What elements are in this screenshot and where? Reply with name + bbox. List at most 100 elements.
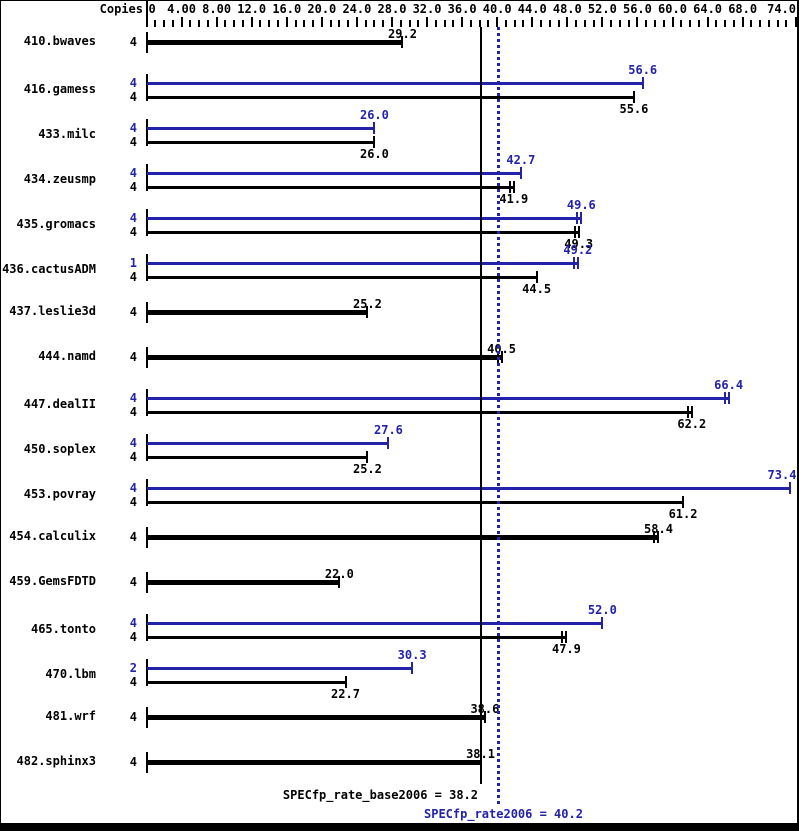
axis-tick-label: 16.0 bbox=[272, 2, 302, 16]
copies-value: 4 bbox=[129, 575, 137, 589]
bar-value-label: 49.6 bbox=[566, 198, 596, 212]
axis-minor-tick bbox=[504, 20, 507, 27]
axis-minor-tick bbox=[767, 20, 770, 27]
bar-peak bbox=[146, 621, 603, 625]
benchmark-label: 433.milc bbox=[38, 127, 96, 141]
axis-minor-tick bbox=[303, 20, 306, 27]
copies-value: 4 bbox=[129, 121, 137, 135]
axis-minor-tick bbox=[610, 20, 613, 27]
axis-tick-label: 56.0 bbox=[622, 2, 652, 16]
copies-value: 1 bbox=[129, 256, 137, 270]
axis-minor-tick bbox=[478, 20, 481, 27]
axis-minor-tick bbox=[277, 20, 279, 27]
benchmark-label: 465.tonto bbox=[30, 622, 96, 636]
bar-base bbox=[146, 759, 481, 765]
bar-end-tick bbox=[576, 257, 579, 269]
row-axis-segment bbox=[146, 164, 148, 191]
axis-tick-label: 52.0 bbox=[587, 2, 617, 16]
copies-value: 4 bbox=[129, 530, 137, 544]
axis-major-tick bbox=[531, 17, 534, 27]
axis-minor-tick bbox=[750, 20, 753, 27]
bar-end-tick-2 bbox=[686, 406, 689, 418]
bar-value-label: 22.0 bbox=[324, 567, 354, 581]
benchmark-label: 410.bwaves bbox=[23, 34, 96, 48]
axis-minor-tick bbox=[382, 20, 385, 27]
axis-minor-tick bbox=[452, 20, 455, 27]
row-axis-segment bbox=[146, 614, 148, 641]
bar-value-label: 29.2 bbox=[388, 27, 417, 41]
axis-minor-tick bbox=[294, 20, 297, 27]
peak-mean-reference-line bbox=[497, 27, 501, 806]
benchmark-label: 447.dealII bbox=[23, 397, 96, 411]
base-mean-reference-line bbox=[480, 27, 483, 784]
axis-tick-label: 24.0 bbox=[342, 2, 372, 16]
axis-major-tick bbox=[180, 17, 183, 27]
benchmark-label: 435.gromacs bbox=[16, 217, 96, 231]
row-axis-segment bbox=[146, 389, 148, 416]
axis-major-tick bbox=[355, 17, 358, 27]
bar-peak bbox=[146, 261, 578, 265]
axis-minor-tick bbox=[653, 20, 656, 27]
bar-base bbox=[146, 39, 403, 45]
axis-tick-label: 40.0 bbox=[482, 2, 512, 16]
bar-end-tick bbox=[690, 406, 693, 418]
benchmark-label: 459.GemsFDTD bbox=[9, 574, 96, 588]
axis-minor-tick bbox=[329, 20, 332, 27]
bar-value-label: 66.4 bbox=[714, 378, 744, 392]
bar-end-tick bbox=[641, 77, 644, 89]
benchmark-label: 482.sphinx3 bbox=[16, 754, 96, 768]
bar-peak bbox=[146, 666, 413, 670]
benchmark-label: 416.gamess bbox=[23, 82, 96, 96]
bar-value-label: 58.4 bbox=[644, 522, 673, 536]
bar-peak bbox=[146, 126, 375, 130]
axis-minor-tick bbox=[618, 20, 621, 27]
copies-value: 4 bbox=[129, 135, 137, 149]
axis-minor-tick bbox=[443, 20, 446, 27]
bar-end-tick bbox=[366, 306, 369, 318]
copies-value: 4 bbox=[129, 481, 137, 495]
axis-minor-tick bbox=[241, 20, 244, 27]
bar-end-tick bbox=[373, 136, 376, 148]
axis-tick-label: 0 bbox=[148, 2, 156, 16]
bar-base bbox=[146, 185, 514, 189]
benchmark-label: 437.leslie3d bbox=[9, 304, 96, 318]
base-summary-text: SPECfp_rate_base2006 = 38.2 bbox=[282, 788, 478, 802]
bar-peak bbox=[146, 486, 790, 490]
axis-major-tick bbox=[496, 17, 499, 27]
axis-minor-tick bbox=[434, 20, 437, 27]
bar-end-tick-2 bbox=[561, 631, 564, 643]
bar-base bbox=[146, 680, 346, 684]
copies-column-header: Copies bbox=[99, 2, 143, 16]
axis-minor-tick bbox=[548, 20, 551, 27]
bar-base bbox=[146, 275, 537, 279]
axis-minor-tick bbox=[154, 20, 157, 27]
copies-value: 4 bbox=[129, 675, 137, 689]
copies-value: 4 bbox=[129, 76, 137, 90]
axis-minor-tick bbox=[224, 20, 227, 27]
bar-value-label: 55.6 bbox=[619, 102, 649, 116]
axis-minor-tick bbox=[487, 20, 490, 27]
axis-minor-tick bbox=[785, 20, 788, 27]
benchmark-label: 436.cactusADM bbox=[2, 262, 96, 276]
benchmark-label: 454.calculix bbox=[9, 529, 96, 543]
axis-major-tick bbox=[250, 17, 253, 27]
copies-value: 4 bbox=[129, 225, 137, 239]
axis-tick-label: 68.0 bbox=[728, 2, 758, 16]
bar-value-label: 22.7 bbox=[331, 687, 360, 701]
benchmark-label: 481.wrf bbox=[45, 709, 96, 723]
bar-end-tick bbox=[565, 631, 568, 643]
row-axis-segment bbox=[146, 479, 148, 506]
border-top bbox=[0, 0, 799, 1]
axis-major-tick bbox=[671, 17, 674, 27]
border-left bbox=[0, 0, 1, 831]
bar-value-label: 30.3 bbox=[397, 648, 427, 662]
bar-base bbox=[146, 534, 659, 540]
bar-peak bbox=[146, 171, 521, 175]
axis-minor-tick bbox=[469, 20, 472, 27]
copies-value: 4 bbox=[129, 710, 137, 724]
copies-value: 4 bbox=[129, 755, 137, 769]
copies-value: 4 bbox=[129, 166, 137, 180]
bar-value-label: 40.5 bbox=[487, 342, 516, 356]
copies-value: 4 bbox=[129, 616, 137, 630]
axis-major-tick bbox=[741, 17, 744, 27]
